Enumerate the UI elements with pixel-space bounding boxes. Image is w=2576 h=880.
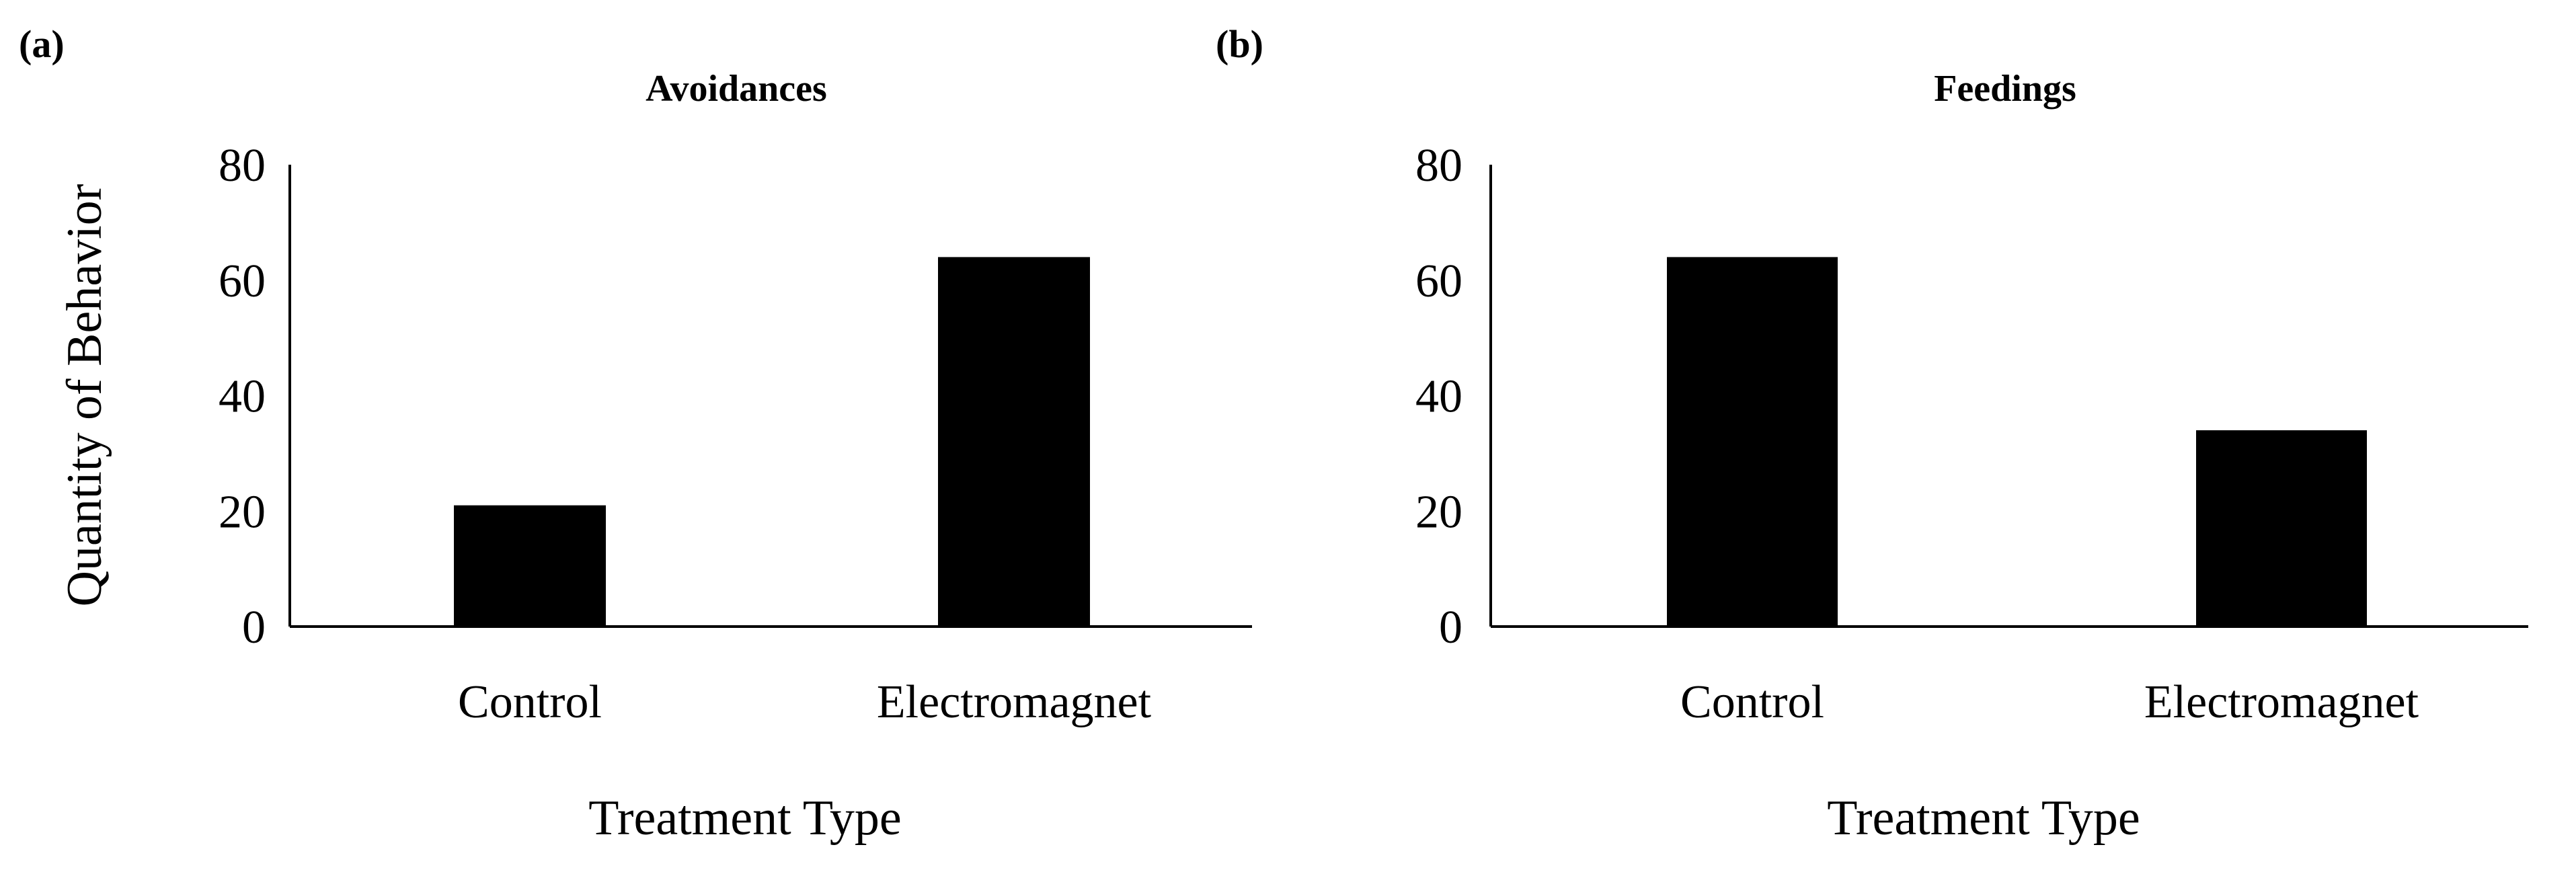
bar-electromagnet-a: [938, 257, 1090, 627]
bar-control-b: [1667, 257, 1838, 627]
bars-b: [1667, 257, 2367, 627]
y-tick-label-80-b: 80: [1415, 140, 1462, 192]
y-tick-labels-a: 0 20 40 60 80: [219, 140, 266, 653]
x-axis-title-b: Treatment Type: [1827, 791, 2140, 846]
y-tick-label-60-b: 60: [1415, 255, 1462, 307]
panel-label-a: (a): [19, 22, 65, 66]
y-tick-label-20-a: 20: [219, 486, 266, 538]
chart-title-a: Avoidances: [646, 68, 827, 110]
y-tick-label-40-b: 40: [1415, 371, 1462, 423]
category-label-electromagnet-b: Electromagnet: [2144, 676, 2419, 728]
y-tick-label-60-a: 60: [219, 255, 266, 307]
category-label-control-b: Control: [1680, 676, 1824, 728]
y-tick-label-20-b: 20: [1415, 486, 1462, 538]
bar-control-a: [454, 505, 606, 627]
chart-title-b: Feedings: [1934, 68, 2076, 110]
x-axis-title-a: Treatment Type: [588, 791, 902, 846]
y-tick-label-0-a: 0: [242, 602, 266, 653]
chart-panel-b: (b) Feedings 0 20 40 60 80 Control Electroma…: [1216, 22, 2528, 846]
bars-a: [454, 257, 1090, 627]
y-tick-labels-b: 0 20 40 60 80: [1415, 140, 1462, 653]
y-tick-label-80-a: 80: [219, 140, 266, 192]
category-label-control-a: Control: [458, 676, 602, 728]
y-axis-title-a: Quantity of Behavior: [57, 184, 112, 607]
bar-electromagnet-b: [2196, 430, 2367, 627]
panel-label-b: (b): [1216, 22, 1263, 66]
y-tick-label-0-b: 0: [1439, 602, 1462, 653]
y-tick-label-40-a: 40: [219, 371, 266, 423]
category-label-electromagnet-a: Electromagnet: [877, 676, 1152, 728]
chart-panel-a: (a) Avoidances Quantity of Behavior 0 20 4…: [19, 22, 1252, 846]
